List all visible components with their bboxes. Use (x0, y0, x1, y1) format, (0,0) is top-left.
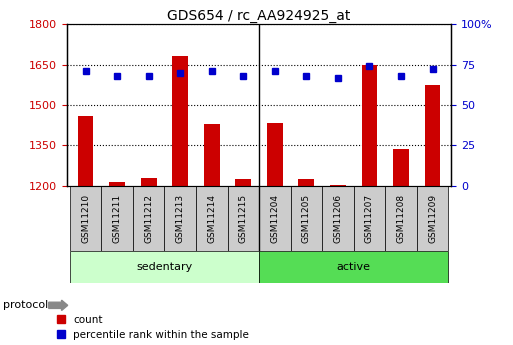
Text: GSM11215: GSM11215 (239, 194, 248, 243)
Text: GSM11204: GSM11204 (270, 194, 280, 243)
Bar (425, 85, 440, 186)
Bar (393, 149, 409, 186)
FancyBboxPatch shape (259, 186, 290, 250)
Bar (330, 185, 346, 186)
FancyBboxPatch shape (228, 186, 259, 250)
Bar (109, 182, 125, 186)
Text: GSM11210: GSM11210 (81, 194, 90, 243)
Text: GSM11212: GSM11212 (144, 194, 153, 243)
FancyBboxPatch shape (290, 186, 322, 250)
FancyBboxPatch shape (322, 186, 353, 250)
Text: GSM11211: GSM11211 (113, 194, 122, 243)
Bar (172, 57, 188, 186)
FancyBboxPatch shape (133, 186, 165, 250)
FancyBboxPatch shape (165, 186, 196, 250)
FancyBboxPatch shape (70, 186, 102, 250)
Bar (267, 122, 283, 186)
Text: GSM11209: GSM11209 (428, 194, 437, 243)
FancyBboxPatch shape (417, 186, 448, 250)
Bar (299, 179, 314, 186)
Bar (204, 124, 220, 186)
Text: active: active (337, 262, 371, 272)
Text: GSM11206: GSM11206 (333, 194, 342, 243)
FancyBboxPatch shape (196, 186, 228, 250)
Text: GSM11205: GSM11205 (302, 194, 311, 243)
Text: protocol: protocol (3, 300, 48, 310)
FancyBboxPatch shape (70, 250, 259, 283)
FancyBboxPatch shape (385, 186, 417, 250)
Text: GSM11207: GSM11207 (365, 194, 374, 243)
Title: GDS654 / rc_AA924925_at: GDS654 / rc_AA924925_at (167, 9, 351, 23)
Text: GSM11208: GSM11208 (397, 194, 405, 243)
Text: GSM11214: GSM11214 (207, 194, 216, 243)
FancyBboxPatch shape (102, 186, 133, 250)
Bar (141, 178, 156, 186)
FancyBboxPatch shape (353, 186, 385, 250)
Text: sedentary: sedentary (136, 262, 192, 272)
FancyBboxPatch shape (259, 250, 448, 283)
Bar (235, 179, 251, 186)
Bar (362, 65, 378, 186)
Bar (78, 116, 93, 186)
Text: GSM11213: GSM11213 (176, 194, 185, 243)
Legend: count, percentile rank within the sample: count, percentile rank within the sample (56, 315, 249, 340)
